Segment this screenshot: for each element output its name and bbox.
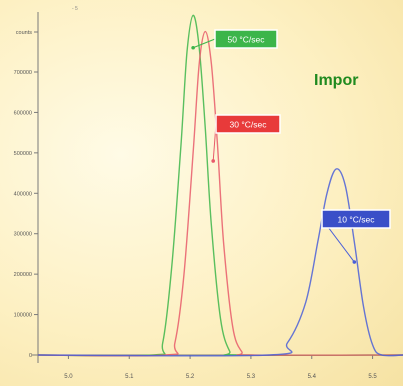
x-tick-label: 5.0 bbox=[64, 374, 73, 380]
y-tick-label: 700000 bbox=[14, 70, 32, 76]
y-tick-label: 0 bbox=[29, 353, 32, 359]
y-tick-label: 200000 bbox=[14, 272, 32, 278]
x-tick-label: 5.3 bbox=[247, 374, 256, 380]
y-tick-label: 600000 bbox=[14, 110, 32, 116]
series-label-box-0 bbox=[214, 29, 278, 49]
callout-layer: 50 °C/sec 30 °C/sec 10 °C/sec bbox=[191, 29, 391, 264]
y-axis-unit-label: counts bbox=[16, 30, 32, 36]
corner-mark: - 5 bbox=[72, 6, 78, 12]
callout-point-1 bbox=[211, 159, 215, 163]
slide-heading: Impor bbox=[314, 72, 359, 89]
y-tick-label: 300000 bbox=[14, 232, 32, 238]
series-label-1: 30 °C/sec bbox=[230, 120, 268, 130]
axes: 0 100000 200000 300000 400000 500000 600000 700… bbox=[14, 6, 403, 380]
series-label-box-1 bbox=[215, 114, 281, 134]
y-tick-label: 100000 bbox=[14, 313, 32, 319]
series-line-2 bbox=[37, 168, 403, 357]
x-tick-label: 5.1 bbox=[125, 374, 134, 380]
x-tick-label: 5.5 bbox=[368, 374, 377, 380]
series-line-0 bbox=[37, 14, 403, 357]
series-layer bbox=[37, 14, 403, 357]
series-line-1 bbox=[37, 30, 403, 357]
callout-leader-0 bbox=[192, 38, 216, 49]
series-label-0: 50 °C/sec bbox=[228, 35, 266, 45]
y-tick-label: 500000 bbox=[14, 151, 32, 157]
series-label-2: 10 °C/sec bbox=[338, 215, 376, 225]
callout-point-0 bbox=[191, 45, 195, 50]
x-tick-label: 5.4 bbox=[308, 374, 317, 380]
series-label-box-2 bbox=[321, 209, 391, 229]
callout-point-2 bbox=[352, 260, 357, 264]
y-tick-label: 400000 bbox=[14, 191, 32, 197]
x-tick-label: 5.2 bbox=[186, 374, 195, 380]
